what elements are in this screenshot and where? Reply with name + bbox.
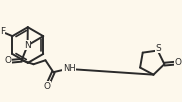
Text: F: F [0,27,5,36]
Text: O: O [175,58,182,67]
Text: NH: NH [63,64,76,73]
Text: S: S [156,44,162,53]
Text: N: N [24,41,31,50]
Text: O: O [4,56,11,65]
Text: O: O [44,81,51,91]
